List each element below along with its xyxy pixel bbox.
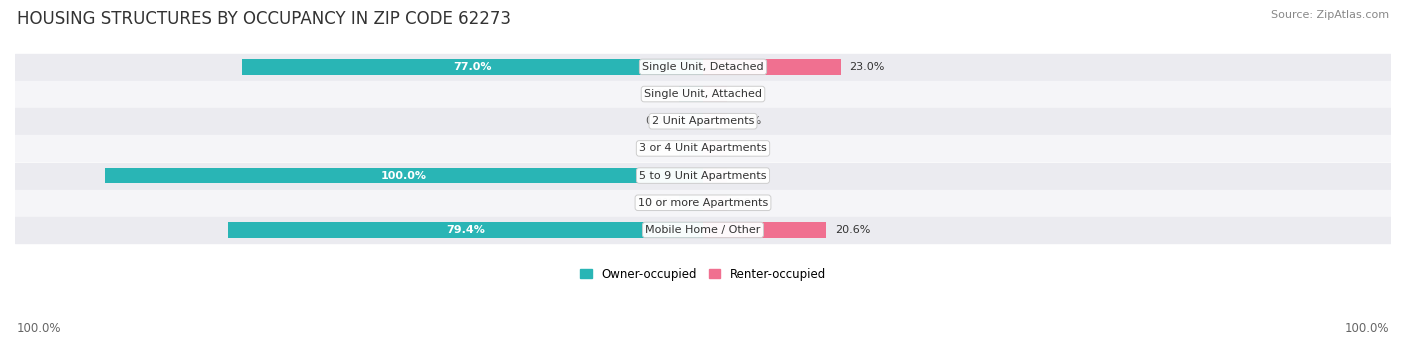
Legend: Owner-occupied, Renter-occupied: Owner-occupied, Renter-occupied <box>575 263 831 285</box>
Bar <box>703 222 827 238</box>
Bar <box>703 86 727 102</box>
Text: 0.0%: 0.0% <box>645 116 673 126</box>
Text: Mobile Home / Other: Mobile Home / Other <box>645 225 761 235</box>
Text: 100.0%: 100.0% <box>381 171 427 181</box>
Text: 0.0%: 0.0% <box>645 89 673 99</box>
Text: 77.0%: 77.0% <box>453 62 492 72</box>
Text: 0.0%: 0.0% <box>645 198 673 208</box>
Bar <box>15 54 1391 80</box>
Bar <box>104 168 703 183</box>
Text: 0.0%: 0.0% <box>645 143 673 154</box>
Bar <box>703 195 727 211</box>
Bar <box>15 190 1391 216</box>
Text: 5 to 9 Unit Apartments: 5 to 9 Unit Apartments <box>640 171 766 181</box>
Bar <box>15 81 1391 107</box>
Bar <box>679 141 703 156</box>
Text: 10 or more Apartments: 10 or more Apartments <box>638 198 768 208</box>
Text: 0.0%: 0.0% <box>733 89 761 99</box>
Text: 100.0%: 100.0% <box>17 322 62 335</box>
Bar <box>15 108 1391 134</box>
Bar <box>679 113 703 129</box>
Bar <box>679 86 703 102</box>
Bar <box>15 162 1391 189</box>
Text: 20.6%: 20.6% <box>835 225 870 235</box>
Bar <box>15 135 1391 161</box>
Bar <box>703 168 727 183</box>
Text: 0.0%: 0.0% <box>733 143 761 154</box>
Bar <box>703 141 727 156</box>
Text: HOUSING STRUCTURES BY OCCUPANCY IN ZIP CODE 62273: HOUSING STRUCTURES BY OCCUPANCY IN ZIP C… <box>17 10 510 28</box>
Text: Single Unit, Attached: Single Unit, Attached <box>644 89 762 99</box>
Text: 0.0%: 0.0% <box>733 171 761 181</box>
Text: Single Unit, Detached: Single Unit, Detached <box>643 62 763 72</box>
Bar <box>242 59 703 75</box>
Text: 0.0%: 0.0% <box>733 198 761 208</box>
Text: 23.0%: 23.0% <box>849 62 884 72</box>
Text: 0.0%: 0.0% <box>733 116 761 126</box>
Bar <box>228 222 703 238</box>
Text: Source: ZipAtlas.com: Source: ZipAtlas.com <box>1271 10 1389 20</box>
Bar <box>679 195 703 211</box>
Text: 100.0%: 100.0% <box>1344 322 1389 335</box>
Bar <box>703 113 727 129</box>
Text: 79.4%: 79.4% <box>446 225 485 235</box>
Bar <box>703 59 841 75</box>
Text: 2 Unit Apartments: 2 Unit Apartments <box>652 116 754 126</box>
Text: 3 or 4 Unit Apartments: 3 or 4 Unit Apartments <box>640 143 766 154</box>
Bar <box>15 217 1391 243</box>
